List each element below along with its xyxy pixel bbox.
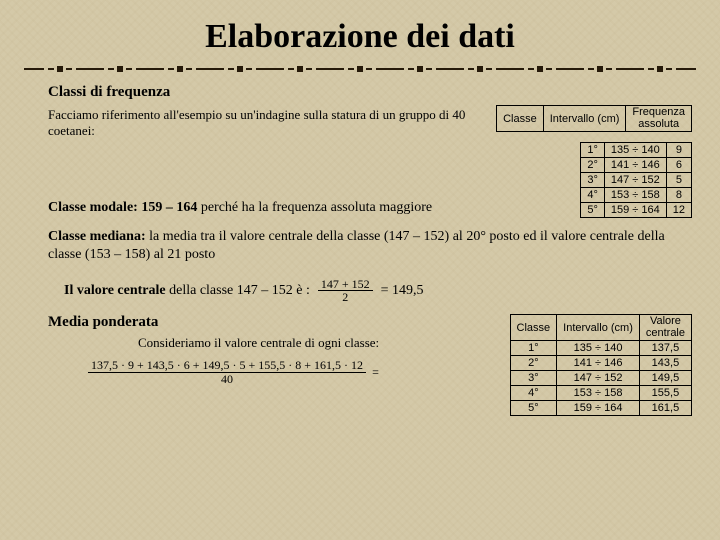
vc-frac-num: 147 + 152: [318, 278, 373, 292]
modale-row: Classe modale: 159 – 164 perché ha la fr…: [28, 142, 692, 218]
table-cell: 141 ÷ 146: [604, 157, 666, 172]
mp-result: =: [372, 365, 379, 380]
t2-col: Intervallo (cm): [557, 315, 640, 341]
table-cell: 4°: [581, 187, 605, 202]
mp-frac-den: 40: [218, 373, 236, 386]
valore-centrale-result: = 149,5: [381, 283, 424, 299]
valore-centrale-lead: Il valore centrale: [64, 283, 166, 298]
table-cell: 5°: [510, 401, 557, 416]
table-cell: 2°: [510, 356, 557, 371]
table-cell: 143,5: [639, 356, 691, 371]
table-cell: 153 ÷ 158: [604, 187, 666, 202]
table-cell: 8: [666, 187, 691, 202]
table-cell: 161,5: [639, 401, 691, 416]
media-ponderata-text: Consideriamo il valore centrale di ogni …: [48, 335, 496, 351]
table-cell: 149,5: [639, 371, 691, 386]
frequency-table-header-only: Classe Intervallo (cm) Frequenzaassoluta: [496, 105, 692, 132]
table-cell: 9: [666, 142, 691, 157]
t2-col: Valorecentrale: [639, 315, 691, 341]
classe-modale-reason: perché ha la frequenza assoluta maggiore: [197, 200, 432, 215]
table-cell: 153 ÷ 158: [557, 386, 640, 401]
valore-centrale-rest: della classe 147 – 152 è :: [166, 283, 310, 298]
section-heading-classi: Classi di frequenza: [28, 84, 692, 101]
table-cell: 159 ÷ 164: [557, 401, 640, 416]
frequency-table-body: 1°135 ÷ 1409 2°141 ÷ 1466 3°147 ÷ 1525 4°15…: [580, 142, 692, 218]
media-ponderata-row: Media ponderata Consideriamo il valore c…: [28, 314, 692, 416]
valore-centrale-row: Il valore centrale della classe 147 – 15…: [28, 278, 692, 304]
table-cell: 3°: [510, 371, 557, 386]
t1-col-intervallo: Intervallo (cm): [543, 106, 626, 132]
ornamental-divider: [24, 62, 696, 76]
table-cell: 147 ÷ 152: [604, 172, 666, 187]
table-cell: 6: [666, 157, 691, 172]
t2-col: Classe: [510, 315, 557, 341]
mp-frac-num: 137,5 · 9 + 143,5 · 6 + 149,5 · 5 + 155,…: [88, 359, 366, 373]
t1-col-frequenza: Frequenzaassoluta: [626, 106, 692, 132]
table-cell: 1°: [581, 142, 605, 157]
valore-centrale-fraction: 147 + 152 2: [318, 278, 373, 304]
table-cell: 135 ÷ 140: [557, 341, 640, 356]
table-cell: 137,5: [639, 341, 691, 356]
classe-mediana-label: Classe mediana:: [48, 229, 146, 244]
intro-text: Facciamo riferimento all'esempio su un'i…: [48, 105, 482, 140]
media-ponderata-formula: 137,5 · 9 + 143,5 · 6 + 149,5 · 5 + 155,…: [48, 359, 496, 385]
t1-col-classe: Classe: [497, 106, 544, 132]
table-cell: 141 ÷ 146: [557, 356, 640, 371]
table-cell: 5: [666, 172, 691, 187]
table-cell: 147 ÷ 152: [557, 371, 640, 386]
table-cell: 155,5: [639, 386, 691, 401]
page-title: Elaborazione dei dati: [28, 18, 692, 56]
vc-frac-den: 2: [339, 291, 351, 304]
table-cell: 135 ÷ 140: [604, 142, 666, 157]
table-cell: 12: [666, 202, 691, 217]
classe-modale-label: Classe modale: 159 – 164: [48, 200, 197, 215]
table-cell: 4°: [510, 386, 557, 401]
table-cell: 2°: [581, 157, 605, 172]
table-cell: 3°: [581, 172, 605, 187]
intro-and-table1-row: Facciamo riferimento all'esempio su un'i…: [28, 105, 692, 140]
media-ponderata-heading: Media ponderata: [48, 314, 496, 331]
table-cell: 5°: [581, 202, 605, 217]
table-cell: 1°: [510, 341, 557, 356]
table-cell: 159 ÷ 164: [604, 202, 666, 217]
valore-centrale-table: ClasseIntervallo (cm)Valorecentrale 1°135…: [510, 314, 692, 416]
classe-mediana-text: Classe mediana: la media tra il valore c…: [28, 228, 692, 264]
